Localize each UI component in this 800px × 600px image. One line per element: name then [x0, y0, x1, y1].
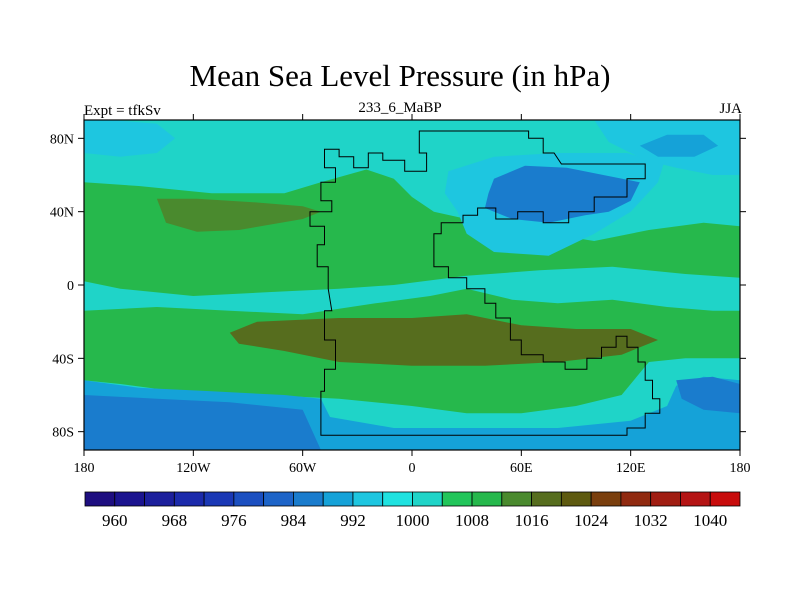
colorbar-swatch — [501, 491, 532, 507]
x-tick-label: 60W — [289, 461, 317, 476]
colorbar-swatch — [620, 491, 652, 507]
pressure-contour-fill — [84, 120, 740, 450]
colorbar-swatch — [412, 491, 443, 507]
colorbar-swatch — [709, 491, 741, 507]
colorbar-label: 976 — [221, 511, 247, 530]
asian-low-core — [484, 165, 640, 223]
y-tick-label: 0 — [67, 279, 74, 294]
colorbar-label: 984 — [281, 511, 307, 530]
colorbar-swatch — [293, 491, 324, 507]
colorbar-swatch — [114, 491, 145, 507]
colorbar-swatch — [322, 491, 354, 507]
colorbar-swatch — [173, 491, 205, 507]
colorbar-label: 1024 — [574, 511, 609, 530]
colorbar-swatch — [531, 491, 562, 507]
colorbar-swatch — [144, 491, 175, 507]
x-tick-label: 60E — [510, 461, 533, 476]
chart-title: Mean Sea Level Pressure (in hPa) — [189, 58, 611, 93]
colorbar-swatch — [84, 491, 116, 507]
colorbar: 960 968 976 984 992 1000 1008 1016 1024 1032 1040 — [84, 491, 741, 530]
colorbar-swatch — [233, 491, 265, 507]
colorbar-swatch — [441, 491, 473, 507]
colorbar-swatch — [590, 491, 622, 507]
y-tick-label: 40S — [52, 352, 74, 367]
colorbar-label: 1008 — [455, 511, 489, 530]
x-tick-label: 180 — [74, 461, 95, 476]
colorbar-swatch — [471, 491, 503, 507]
x-tick-label: 120W — [176, 461, 211, 476]
y-tick-label: 80N — [50, 132, 74, 147]
experiment-label: Expt = tfkSv — [84, 103, 161, 119]
colorbar-label: 992 — [340, 511, 366, 530]
colorbar-swatch — [560, 491, 592, 507]
time-period-label: 233_6_MaBP — [358, 100, 442, 116]
colorbar-label: 1040 — [693, 511, 727, 530]
colorbar-swatch — [203, 491, 235, 507]
colorbar-label: 1032 — [634, 511, 668, 530]
north-pacific-low — [84, 120, 176, 157]
antarctic-low-core — [676, 376, 740, 414]
x-tick-label: 120E — [616, 461, 646, 476]
y-tick-label: 80S — [52, 426, 74, 441]
y-tick-label: 40N — [50, 206, 74, 221]
colorbar-swatch — [382, 491, 413, 507]
map-axes: 180 120W 60W 0 60E 120E 180 80N 40N 0 40S 80S — [50, 114, 751, 476]
continent-coastline — [309, 130, 661, 436]
colorbar-label: 960 — [102, 511, 128, 530]
colorbar-label: 1000 — [396, 511, 430, 530]
colorbar-swatch — [263, 491, 294, 507]
north-atlantic-high-core — [156, 198, 321, 232]
colorbar-swatch — [352, 491, 384, 507]
colorbar-label: 968 — [162, 511, 188, 530]
colorbar-label: 1016 — [515, 511, 549, 530]
northern-subtropical-high-band — [84, 169, 740, 296]
antarctic-low-core — [84, 395, 321, 450]
season-label: JJA — [719, 101, 742, 117]
x-tick-label: 180 — [730, 461, 751, 476]
colorbar-swatch — [650, 491, 681, 507]
arctic-low-core — [639, 134, 719, 157]
colorbar-swatch — [680, 491, 711, 507]
x-tick-label: 0 — [409, 461, 416, 476]
southern-high-core — [229, 314, 659, 366]
